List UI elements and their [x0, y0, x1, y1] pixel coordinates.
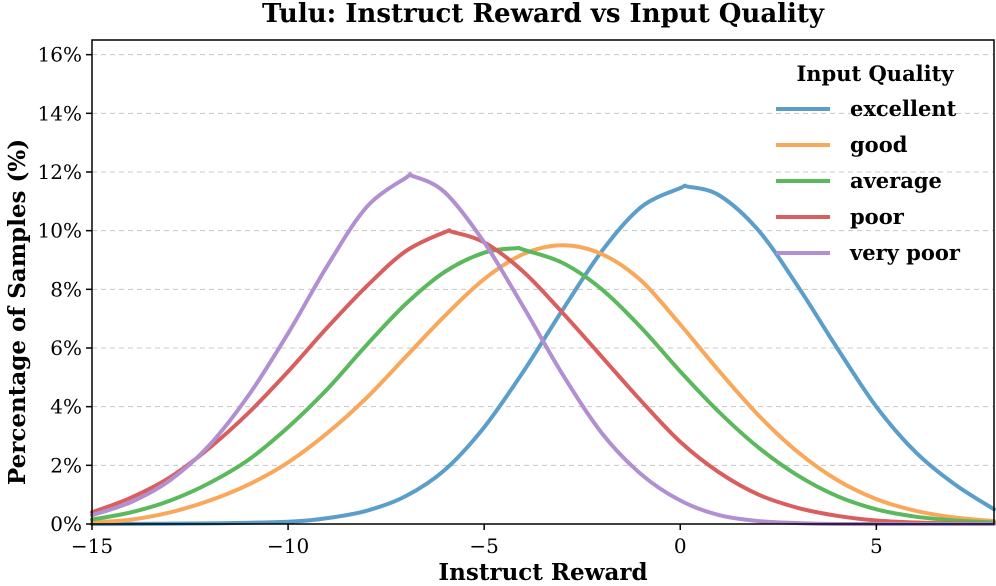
y-axis-ticks: 0% 2% 4% 6% 8% 10% 12% 14% 16%	[38, 43, 92, 536]
x-axis-label: Instruct Reward	[438, 559, 647, 586]
legend-label-good: good	[850, 132, 908, 157]
chart-title: Tulu: Instruct Reward vs Input Quality	[262, 0, 825, 29]
y-tick-label: 16%	[38, 43, 82, 67]
plot-frame	[91, 39, 995, 525]
y-tick-label: 0%	[50, 512, 82, 536]
series-line-good	[90, 243, 996, 525]
x-tick-label: 0	[674, 534, 687, 558]
legend-label-excellent: excellent	[850, 96, 957, 121]
y-tick-label: 14%	[38, 101, 82, 125]
y-tick-label: 12%	[38, 160, 82, 184]
legend-items: excellent good average poor very poor	[776, 96, 961, 265]
x-tick-label: −5	[469, 534, 498, 558]
series-line-excellent	[90, 183, 996, 526]
y-tick-label: 10%	[38, 219, 82, 243]
legend-title: Input Quality	[796, 61, 954, 86]
legend-label-average: average	[850, 168, 942, 193]
legend-label-very-poor: very poor	[849, 240, 961, 265]
x-axis-ticks: −15 −10 −5 0 5	[71, 524, 883, 558]
y-axis-label: Percentage of Samples (%)	[4, 139, 31, 485]
x-tick-label: −15	[71, 534, 113, 558]
legend-label-poor: poor	[850, 204, 905, 229]
x-tick-label: −10	[267, 534, 309, 558]
series-line-average	[90, 245, 996, 525]
y-tick-label: 2%	[50, 453, 82, 477]
x-tick-label: 5	[870, 534, 883, 558]
series-line-poor	[90, 228, 996, 526]
y-tick-label: 4%	[50, 395, 82, 419]
y-tick-label: 6%	[50, 336, 82, 360]
y-tick-label: 8%	[50, 277, 82, 301]
legend: Input Quality excellent good average poor ve…	[776, 61, 961, 265]
